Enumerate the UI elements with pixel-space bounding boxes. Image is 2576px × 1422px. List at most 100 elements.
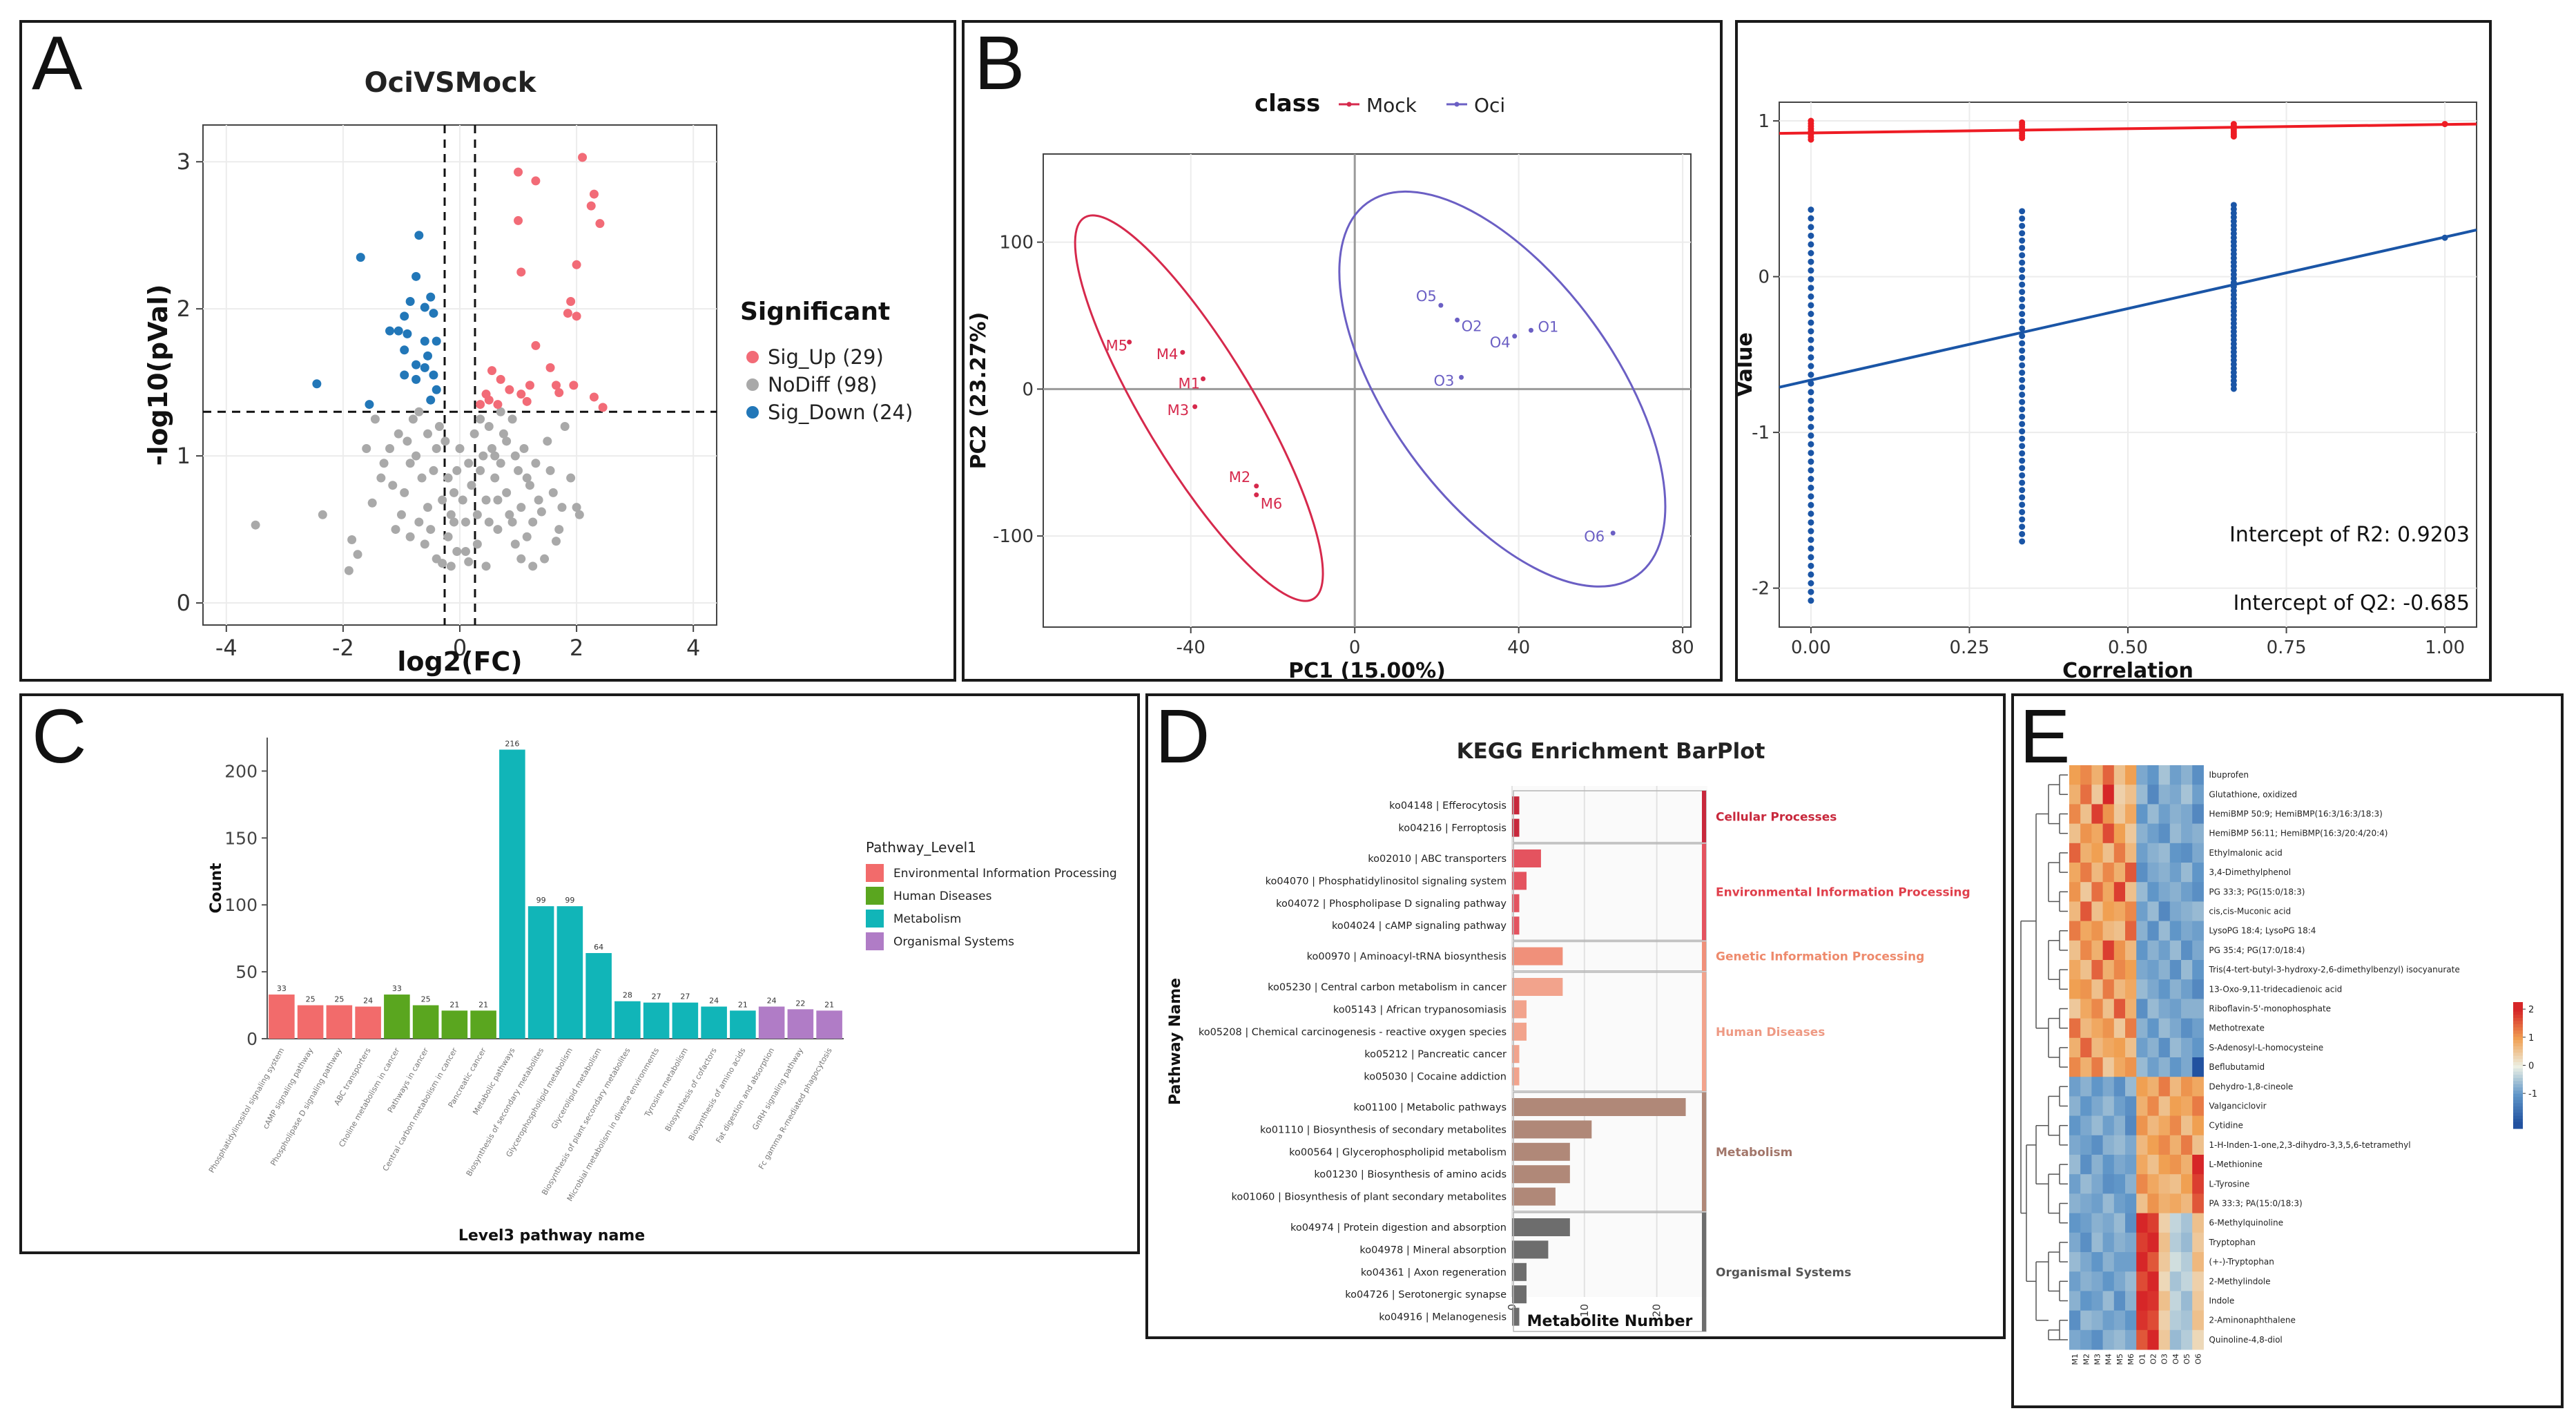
heatmap-cell [2069, 785, 2081, 805]
heatmap-cell [2080, 1271, 2092, 1291]
heatmap-cell [2147, 1096, 2160, 1117]
heatmap-cell [2169, 1155, 2182, 1175]
heatmap-cell [2113, 882, 2126, 902]
heatmap-cell [2147, 999, 2160, 1019]
perm-q2-point [2019, 252, 2026, 259]
heatmap-scale-segment [2513, 1037, 2523, 1041]
heatmap-cell [2147, 1271, 2160, 1291]
heatmap-scale-segment [2513, 1021, 2523, 1025]
kegg-row-label: ko04726 | Serotonergic synapse [1345, 1289, 1507, 1300]
volcano-point-nodiff [476, 465, 485, 475]
perm-tick-label-x: 1.00 [2425, 637, 2465, 658]
volcano-point-sig-down [420, 336, 429, 346]
pathway-bar-value: 21 [478, 1000, 488, 1009]
pathway-bar-value: 24 [363, 996, 373, 1005]
volcano-point-nodiff [434, 422, 444, 432]
pathway-legend-title: Pathway_Level1 [866, 839, 976, 856]
perm-tick-label-x: 0.00 [1791, 637, 1831, 658]
heatmap-cell [2192, 1310, 2204, 1331]
heatmap-cell [2069, 1193, 2081, 1214]
heatmap-cell [2125, 1155, 2137, 1175]
kegg-y-axis-label: Pathway Name [1167, 978, 1184, 1105]
heatmap-cell [2136, 1037, 2148, 1058]
heatmap-cell [2080, 999, 2092, 1019]
heatmap-cell [2125, 1213, 2137, 1233]
heatmap-cell [2158, 1057, 2171, 1077]
kegg-bar [1512, 1022, 1527, 1041]
heatmap-scale-segment [2513, 1119, 2523, 1123]
heatmap-cell [2091, 1018, 2104, 1039]
heatmap-cell [2091, 1077, 2104, 1097]
volcano-legend-title: Significant [740, 298, 890, 326]
kegg-bar [1512, 1000, 1527, 1019]
volcano-point-nodiff [385, 443, 395, 453]
heatmap-cell [2181, 1291, 2193, 1311]
pathway-bar-value: 22 [795, 999, 805, 1008]
heatmap-row-label: L-Tyrosine [2209, 1179, 2249, 1189]
pca-tick-label-y: -100 [993, 526, 1034, 547]
heatmap-cell [2080, 785, 2092, 805]
heatmap-cell [2181, 1077, 2193, 1097]
volcano-tick-label-x: 2 [570, 635, 583, 661]
perm-q2-point [1808, 336, 1814, 343]
heatmap-cell [2125, 1018, 2137, 1039]
perm-tick-label-y: 0 [1758, 267, 1770, 288]
heatmap-cell [2158, 940, 2171, 961]
heatmap-cell [2080, 1155, 2092, 1175]
pca-point [1512, 334, 1518, 339]
heatmap-cell [2169, 999, 2182, 1019]
heatmap-cell [2080, 1115, 2092, 1136]
volcano-legend-marker [746, 378, 759, 391]
pathway-bar-value: 25 [306, 995, 316, 1004]
heatmap-cell [2181, 1018, 2193, 1039]
heatmap-cell [2147, 979, 2160, 999]
heatmap-cell [2147, 1291, 2160, 1311]
pca-point [1455, 317, 1460, 323]
pca-legend-title: class [1255, 90, 1320, 117]
volcano-point-nodiff [514, 465, 523, 475]
kegg-bar [1512, 849, 1541, 867]
heatmap-cell [2136, 765, 2148, 785]
heatmap-cell [2147, 901, 2160, 922]
heatmap-cell [2169, 1291, 2182, 1311]
heatmap-cell [2192, 863, 2204, 883]
volcano-point-nodiff [531, 459, 541, 468]
perm-tick-label-y: -1 [1752, 423, 1770, 443]
heatmap-cell [2192, 1232, 2204, 1253]
heatmap-cell [2125, 940, 2137, 961]
heatmap-cell [2192, 960, 2204, 980]
heatmap-cell [2091, 1037, 2104, 1058]
volcano-point-nodiff [507, 517, 517, 527]
pathway-x-axis-label: Level3 pathway name [458, 1227, 645, 1245]
heatmap-cell [2181, 785, 2193, 805]
perm-q2-point [1808, 537, 1814, 544]
volcano-point-nodiff [502, 436, 512, 446]
volcano-point-sig-up [572, 311, 581, 321]
pathway-bar [297, 1005, 324, 1039]
pca-point [1201, 376, 1206, 381]
heatmap-row-label: Quinoline-4,8-diol [2209, 1335, 2282, 1345]
perm-q2-point [1808, 545, 1814, 552]
heatmap-scale-segment [2513, 1097, 2523, 1101]
heatmap-cell [2147, 940, 2160, 961]
perm-q2-point [1808, 580, 1814, 587]
heatmap-row-label: 13-Oxo-9,11-tridecadienoic acid [2209, 984, 2342, 994]
heatmap-cell [2147, 804, 2160, 825]
perm-q2-point [1808, 328, 1814, 335]
volcano-point-sig-up [589, 189, 599, 199]
pca-point-label: M6 [1261, 496, 1282, 512]
heatmap-scale-segment [2513, 1015, 2523, 1019]
heatmap-scale-segment [2513, 1039, 2523, 1044]
kegg-title: KEGG Enrichment BarPlot [1457, 739, 1765, 764]
perm-q2-point [1808, 345, 1814, 352]
heatmap-cell [2169, 804, 2182, 825]
kegg-x-axis-label: Metabolite Number [1527, 1313, 1693, 1330]
volcano-tick-label-x: 4 [686, 635, 700, 661]
heatmap-cell [2080, 1057, 2092, 1077]
heatmap-cell [2102, 921, 2115, 941]
volcano-point-sig-down [432, 336, 441, 346]
pathway-bar-value: 25 [421, 995, 431, 1004]
pca-legend-dot-oci [1454, 102, 1460, 107]
volcano-point-nodiff [403, 436, 412, 446]
